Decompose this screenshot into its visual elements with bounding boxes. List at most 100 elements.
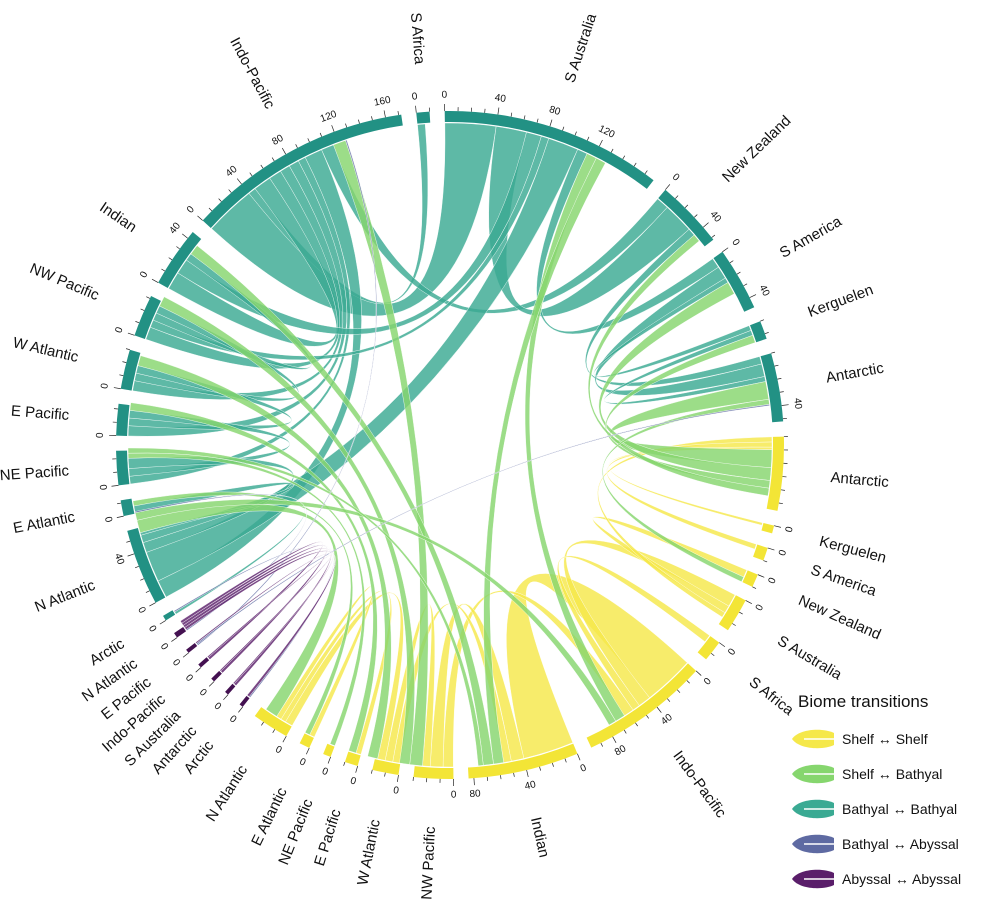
axis-tick <box>564 758 567 763</box>
axis-tick <box>767 547 775 551</box>
chord-link <box>442 590 634 768</box>
axis-tick <box>665 184 671 190</box>
axis-tick <box>236 178 242 185</box>
axis-tick <box>760 319 765 322</box>
tick-label: 0 <box>777 548 789 557</box>
sector-label: Kerguelen <box>806 281 876 321</box>
sector-arc <box>444 111 654 189</box>
chord-link <box>506 573 688 759</box>
tick-label: 40 <box>112 552 126 567</box>
axis-tick <box>719 642 726 648</box>
legend-swatch <box>792 834 834 854</box>
chord-link <box>159 296 415 765</box>
axis-tick <box>182 652 189 658</box>
axis-tick <box>195 667 202 673</box>
axis-tick <box>272 729 276 733</box>
axis-tick <box>612 736 617 744</box>
axis-tick <box>677 689 681 693</box>
tick-label: 0 <box>212 701 224 713</box>
axis-tick <box>473 778 475 786</box>
chord-link <box>593 277 752 378</box>
chord-link <box>196 139 377 646</box>
tick-label: 40 <box>167 220 183 236</box>
axis-tick <box>307 138 310 143</box>
sector-label: Kerguelen <box>818 533 888 567</box>
axis-tick <box>774 364 779 367</box>
chord-link <box>180 541 324 660</box>
axis-tick <box>780 489 785 491</box>
legend: Biome transitions Shelf ↔ Shelf Shelf ↔ B… <box>790 692 995 897</box>
tick-label: 0 <box>298 756 308 769</box>
tick-label: 120 <box>597 123 617 140</box>
tick-label: 0 <box>146 624 159 635</box>
axis-tick <box>122 361 127 363</box>
sector-label: S Australia <box>774 632 845 684</box>
sector-label: E Atlantic <box>12 508 77 537</box>
sector-arc <box>766 436 784 511</box>
legend-label: Shelf ↔ Bathyal <box>842 766 943 782</box>
sector-label: Antarctic <box>825 360 886 387</box>
tick-label: 160 <box>373 95 392 109</box>
sector-arc <box>697 636 720 660</box>
tick-label: 0 <box>185 204 197 216</box>
axis-tick <box>526 770 529 777</box>
sector-label: NE Pacific <box>0 462 70 484</box>
axis-tick <box>694 214 698 218</box>
sector-arc <box>372 759 401 775</box>
axis-tick <box>523 115 526 120</box>
tick-label: 0 <box>784 525 796 533</box>
axis-tick <box>159 620 166 625</box>
axis-tick <box>500 775 502 780</box>
axis-tick <box>743 283 748 287</box>
axis-tick <box>223 694 229 701</box>
tick-label: 0 <box>183 673 195 685</box>
sector-arc <box>116 450 130 486</box>
chord-link <box>585 228 762 387</box>
chord-link <box>280 590 392 755</box>
chord-link <box>196 404 770 645</box>
sector-arc <box>586 663 697 748</box>
axis-tick <box>536 118 539 123</box>
tick-label: 0 <box>95 432 106 438</box>
sector-arcs <box>116 111 784 779</box>
sector-arc <box>742 570 758 587</box>
sector-label: W Atlantic <box>11 334 80 366</box>
sector-arc <box>323 743 335 757</box>
axis-tick <box>745 600 753 604</box>
tick-label: 40 <box>791 397 803 410</box>
chord-link <box>587 234 770 497</box>
axis-tick <box>415 105 417 113</box>
sector-arc <box>254 707 292 737</box>
axis-tick <box>125 348 130 351</box>
sector-arc <box>344 751 361 766</box>
tick-label: 0 <box>702 676 714 688</box>
axis-tick <box>586 136 590 141</box>
sector-label: Indian <box>96 199 139 236</box>
tick-label: 0 <box>392 785 400 797</box>
sector-label: E Pacific <box>10 403 70 424</box>
axis-tick <box>703 222 709 228</box>
axis-tick <box>161 268 166 272</box>
tick-label: 0 <box>579 762 589 774</box>
axis-tick <box>675 195 679 199</box>
sector-label: Antarctic <box>830 469 890 491</box>
tick-label: 40 <box>494 93 507 106</box>
chord-link <box>137 355 392 759</box>
sector-label: Indo-Pacific <box>226 35 278 113</box>
axis-tick <box>168 257 173 261</box>
axis-tick <box>271 157 275 162</box>
axis-tick <box>181 233 188 239</box>
tick-label: 0 <box>113 325 125 334</box>
axis-tick <box>319 132 323 137</box>
legend-item: Abyssal ↔ Abyssal <box>790 862 995 896</box>
axis-tick <box>552 762 554 767</box>
axis-tick <box>722 247 729 253</box>
legend-label: Shelf ↔ Shelf <box>842 731 928 747</box>
chord-links <box>127 122 773 768</box>
axis-tick <box>371 769 373 774</box>
chord-link <box>563 539 736 706</box>
tick-label: 80 <box>270 133 285 148</box>
tick-label: 40 <box>757 283 772 298</box>
axis-tick <box>282 735 287 743</box>
